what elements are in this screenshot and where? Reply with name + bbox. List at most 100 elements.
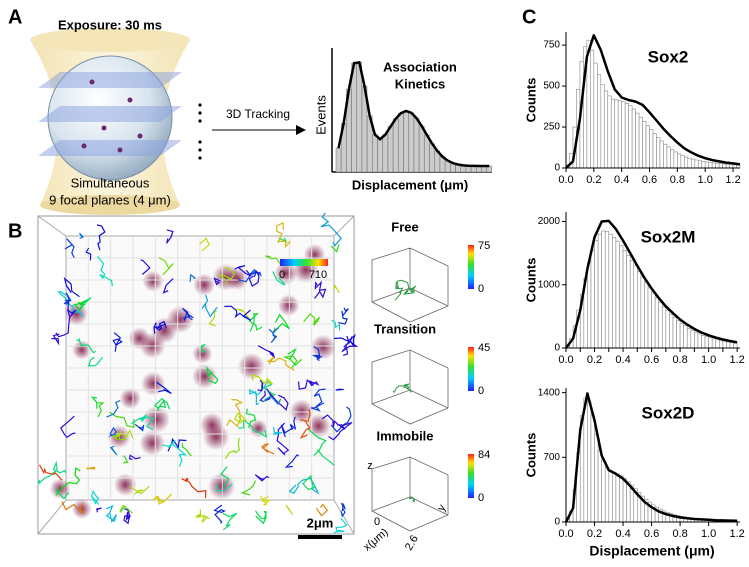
panel-label: B: [8, 220, 22, 242]
trajectory: [85, 247, 92, 261]
trajectory: [245, 408, 257, 429]
trajectory: [236, 308, 250, 319]
trajectory: [276, 422, 290, 456]
bar: [626, 255, 631, 349]
trajectories: [37, 212, 359, 534]
trajectory: [55, 300, 71, 338]
bar: [597, 233, 602, 349]
colorbar-label: 0: [478, 283, 484, 295]
trajectory: [222, 512, 238, 531]
axis-tick: 2.6: [403, 533, 421, 552]
bar: [619, 475, 624, 523]
bar: [604, 467, 610, 523]
trajectory: [335, 388, 344, 391]
inset-trajectory: [408, 496, 415, 503]
trajectory: [153, 398, 171, 411]
axis-label: x(μm): [361, 526, 390, 553]
bar: [647, 287, 652, 349]
trajectory: [152, 493, 173, 505]
bar: [704, 161, 709, 169]
trajectory: [182, 307, 194, 322]
trajectory: [285, 504, 294, 516]
spot: [114, 473, 137, 497]
spot: [277, 294, 300, 317]
trajectory: [216, 483, 233, 492]
x-tick-label: 0.8: [672, 354, 687, 366]
x-axis-label: Displacement (μm): [589, 543, 714, 559]
x-tick-label: 0.2: [587, 528, 602, 540]
schematic-bar: [403, 110, 409, 173]
schematic-bar: [351, 62, 357, 173]
bar: [615, 240, 620, 349]
bar: [719, 340, 724, 349]
bar: [622, 250, 627, 349]
bar: [708, 337, 713, 349]
schematic-title: Association: [383, 59, 457, 74]
trajectory: [224, 437, 240, 460]
trajectory: [181, 478, 207, 499]
y-tick-label: 500: [543, 81, 560, 92]
schematic-bar: [413, 117, 420, 173]
trajectory: [321, 414, 346, 430]
bar: [729, 342, 734, 349]
x-tick-label: 1.0: [701, 354, 716, 366]
bar: [619, 245, 624, 349]
y-tick-label: 0: [554, 517, 560, 528]
bar: [694, 159, 699, 169]
trajectory: [86, 466, 96, 470]
trajectory: [299, 409, 311, 440]
inset-colorbar: [468, 454, 474, 498]
illumination-schematic: [30, 28, 202, 215]
schematic-bar: [392, 118, 399, 173]
spot: [49, 478, 71, 500]
bar: [665, 310, 670, 349]
bar: [679, 323, 684, 349]
y-tick-label: 750: [543, 40, 560, 51]
trajectory: [162, 439, 188, 467]
fit-line: [565, 34, 741, 169]
trajectory: [162, 278, 174, 294]
schematic-bar: [356, 62, 363, 173]
trajectory: [189, 273, 197, 282]
bar: [631, 108, 636, 169]
spot: [212, 263, 240, 291]
trajectory: [257, 345, 276, 359]
bar: [715, 339, 720, 349]
spot: [193, 273, 216, 296]
trajectory: [266, 356, 295, 371]
x-tick-label: 1.2: [725, 174, 740, 186]
bar: [587, 262, 592, 349]
trajectory: [166, 229, 174, 244]
colorbar-label: 75: [478, 240, 490, 252]
bar: [635, 112, 640, 169]
x-tick-label: 0.0: [558, 174, 573, 186]
schematic-bar: [377, 138, 383, 173]
scale-bar-label: 2μm: [307, 515, 334, 530]
bar: [640, 276, 645, 349]
bar: [687, 157, 692, 169]
trajectory: [119, 504, 133, 514]
trajectory: [238, 418, 268, 438]
schematic-bar: [372, 134, 378, 173]
trajectory: [264, 396, 282, 406]
bar: [608, 469, 613, 523]
exposure-label: Exposure: 30 ms: [58, 17, 162, 32]
bar: [597, 74, 602, 169]
trajectory: [199, 237, 210, 252]
bar: [615, 473, 620, 523]
trajectory: [328, 421, 353, 441]
y-tick-label: 1400: [538, 387, 561, 398]
spot: [192, 343, 213, 364]
bar: [649, 129, 654, 169]
panel-label: A: [8, 6, 22, 28]
spot: [237, 352, 266, 380]
trajectory: [220, 466, 230, 488]
inset-box: [371, 247, 449, 323]
schematic-bar: [387, 126, 394, 173]
bar: [587, 401, 592, 523]
trajectory: [316, 449, 335, 466]
y-axis-label: Events: [313, 95, 328, 135]
spot: [248, 419, 268, 438]
bar: [669, 314, 674, 349]
trajectory: [333, 517, 348, 534]
